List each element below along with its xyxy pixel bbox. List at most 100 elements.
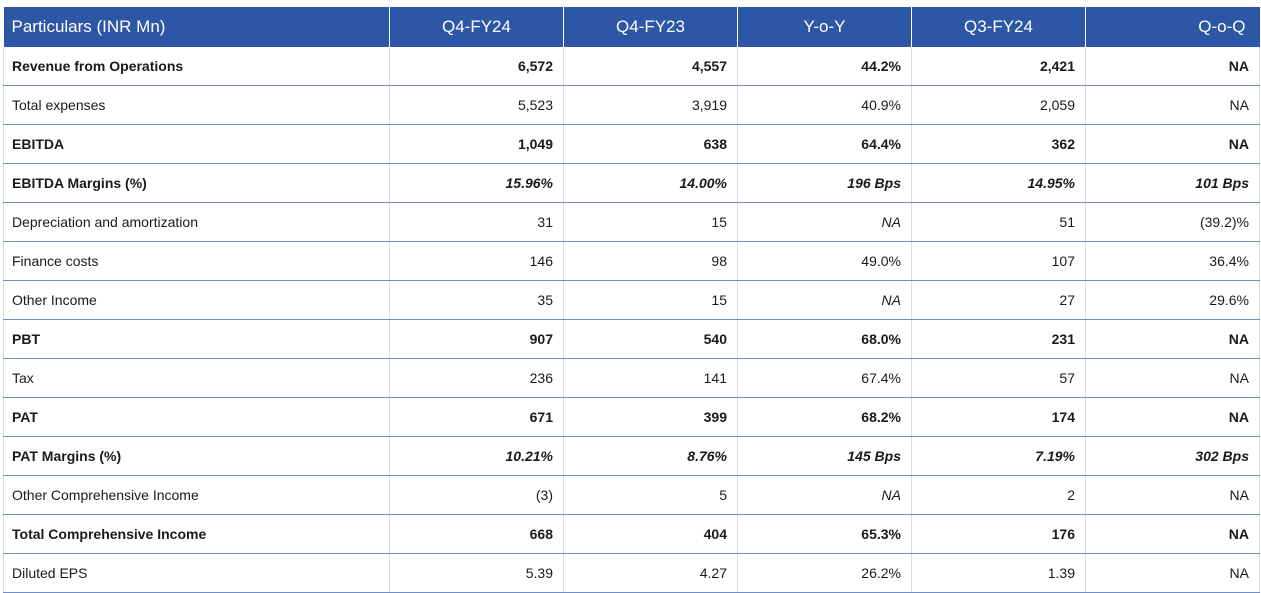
cell-qoq: NA [1085, 47, 1260, 86]
cell-q3-fy24: 7.19% [911, 436, 1086, 476]
row-label: Diluted EPS [3, 553, 390, 593]
row-label: Total Comprehensive Income [3, 514, 390, 554]
row-label: PAT [3, 397, 390, 437]
cell-qoq: (39.2)% [1085, 202, 1260, 242]
table-row: EBITDA 1,049 638 64.4% 362 NA [3, 124, 1260, 164]
table-row: PAT Margins (%) 10.21% 8.76% 145 Bps 7.19% 30… [3, 436, 1260, 476]
table-row: Total Comprehensive Income 668 404 65.3% 176… [3, 514, 1260, 554]
cell-q4-fy23: 4.27 [563, 553, 738, 593]
cell-q4-fy23: 141 [563, 358, 738, 398]
table-row: PAT 671 399 68.2% 174 NA [3, 397, 1260, 437]
cell-q4-fy23: 98 [563, 241, 738, 281]
cell-q4-fy24: 15.96% [389, 163, 564, 203]
cell-q3-fy24: 51 [911, 202, 1086, 242]
cell-yoy: NA [737, 280, 912, 320]
table-row: Total expenses 5,523 3,919 40.9% 2,059 NA [3, 85, 1260, 125]
cell-q3-fy24: 27 [911, 280, 1086, 320]
financial-results-table: Particulars (INR Mn) Q4-FY24 Q4-FY23 Y-o… [3, 7, 1260, 593]
cell-q4-fy24: 5.39 [389, 553, 564, 593]
financial-table-container: Particulars (INR Mn) Q4-FY24 Q4-FY23 Y-o… [3, 7, 1260, 593]
cell-q4-fy24: 35 [389, 280, 564, 320]
cell-yoy: 26.2% [737, 553, 912, 593]
header-yoy: Y-o-Y [737, 7, 912, 47]
cell-yoy: 68.0% [737, 319, 912, 359]
table-row: Finance costs 146 98 49.0% 107 36.4% [3, 241, 1260, 281]
cell-yoy: NA [737, 202, 912, 242]
row-label: Depreciation and amortization [3, 202, 390, 242]
cell-qoq: 302 Bps [1085, 436, 1260, 476]
row-label: EBITDA Margins (%) [3, 163, 390, 203]
cell-q4-fy24: 671 [389, 397, 564, 437]
cell-qoq: NA [1085, 397, 1260, 437]
cell-qoq: 29.6% [1085, 280, 1260, 320]
cell-yoy: 64.4% [737, 124, 912, 164]
cell-qoq: NA [1085, 514, 1260, 554]
cell-qoq: NA [1085, 124, 1260, 164]
cell-yoy: 145 Bps [737, 436, 912, 476]
cell-q4-fy23: 404 [563, 514, 738, 554]
cell-yoy: 44.2% [737, 47, 912, 86]
cell-qoq: NA [1085, 475, 1260, 515]
cell-q4-fy23: 4,557 [563, 47, 738, 86]
cell-yoy: 67.4% [737, 358, 912, 398]
table-row: Diluted EPS 5.39 4.27 26.2% 1.39 NA [3, 553, 1260, 593]
cell-q3-fy24: 362 [911, 124, 1086, 164]
cell-q4-fy24: 907 [389, 319, 564, 359]
cell-q4-fy24: 31 [389, 202, 564, 242]
cell-yoy: 196 Bps [737, 163, 912, 203]
cell-qoq: NA [1085, 85, 1260, 125]
cell-q4-fy23: 540 [563, 319, 738, 359]
cell-q3-fy24: 2,059 [911, 85, 1086, 125]
cell-q4-fy23: 14.00% [563, 163, 738, 203]
cell-qoq: NA [1085, 319, 1260, 359]
cell-q4-fy23: 8.76% [563, 436, 738, 476]
table-row: Other Income 35 15 NA 27 29.6% [3, 280, 1260, 320]
row-label: Revenue from Operations [3, 47, 390, 86]
cell-q3-fy24: 174 [911, 397, 1086, 437]
table-body: Revenue from Operations 6,572 4,557 44.2% 2,… [3, 47, 1260, 593]
cell-q4-fy24: 6,572 [389, 47, 564, 86]
row-label: Total expenses [3, 85, 390, 125]
row-label: Tax [3, 358, 390, 398]
table-row: Depreciation and amortization 31 15 NA 51 (39… [3, 202, 1260, 242]
cell-q4-fy23: 15 [563, 202, 738, 242]
cell-q4-fy24: 668 [389, 514, 564, 554]
cell-q3-fy24: 107 [911, 241, 1086, 281]
table-row: Tax 236 141 67.4% 57 NA [3, 358, 1260, 398]
header-row: Particulars (INR Mn) Q4-FY24 Q4-FY23 Y-o… [3, 7, 1260, 47]
table-row: EBITDA Margins (%) 15.96% 14.00% 196 Bps 14.… [3, 163, 1260, 203]
header-particulars: Particulars (INR Mn) [3, 7, 390, 47]
cell-yoy: NA [737, 475, 912, 515]
cell-q4-fy23: 5 [563, 475, 738, 515]
row-label: Other Income [3, 280, 390, 320]
cell-q4-fy24: 146 [389, 241, 564, 281]
cell-q4-fy24: 236 [389, 358, 564, 398]
header-q4-fy24: Q4-FY24 [389, 7, 564, 47]
cell-qoq: 101 Bps [1085, 163, 1260, 203]
cell-q4-fy24: 10.21% [389, 436, 564, 476]
cell-q4-fy23: 15 [563, 280, 738, 320]
cell-yoy: 49.0% [737, 241, 912, 281]
cell-qoq: NA [1085, 358, 1260, 398]
table-row: Revenue from Operations 6,572 4,557 44.2% 2,… [3, 47, 1260, 86]
header-q4-fy23: Q4-FY23 [563, 7, 738, 47]
cell-q3-fy24: 14.95% [911, 163, 1086, 203]
cell-yoy: 68.2% [737, 397, 912, 437]
header-q3-fy24: Q3-FY24 [911, 7, 1086, 47]
row-label: Other Comprehensive Income [3, 475, 390, 515]
table-header: Particulars (INR Mn) Q4-FY24 Q4-FY23 Y-o… [3, 7, 1260, 47]
row-label: Finance costs [3, 241, 390, 281]
cell-q4-fy23: 399 [563, 397, 738, 437]
cell-q4-fy24: (3) [389, 475, 564, 515]
cell-yoy: 65.3% [737, 514, 912, 554]
cell-q4-fy23: 638 [563, 124, 738, 164]
cell-q3-fy24: 2,421 [911, 47, 1086, 86]
cell-qoq: 36.4% [1085, 241, 1260, 281]
cell-qoq: NA [1085, 553, 1260, 593]
cell-q4-fy23: 3,919 [563, 85, 738, 125]
header-qoq: Q-o-Q [1085, 7, 1260, 47]
cell-q4-fy24: 5,523 [389, 85, 564, 125]
table-row: Other Comprehensive Income (3) 5 NA 2 NA [3, 475, 1260, 515]
row-label: PBT [3, 319, 390, 359]
cell-q3-fy24: 176 [911, 514, 1086, 554]
